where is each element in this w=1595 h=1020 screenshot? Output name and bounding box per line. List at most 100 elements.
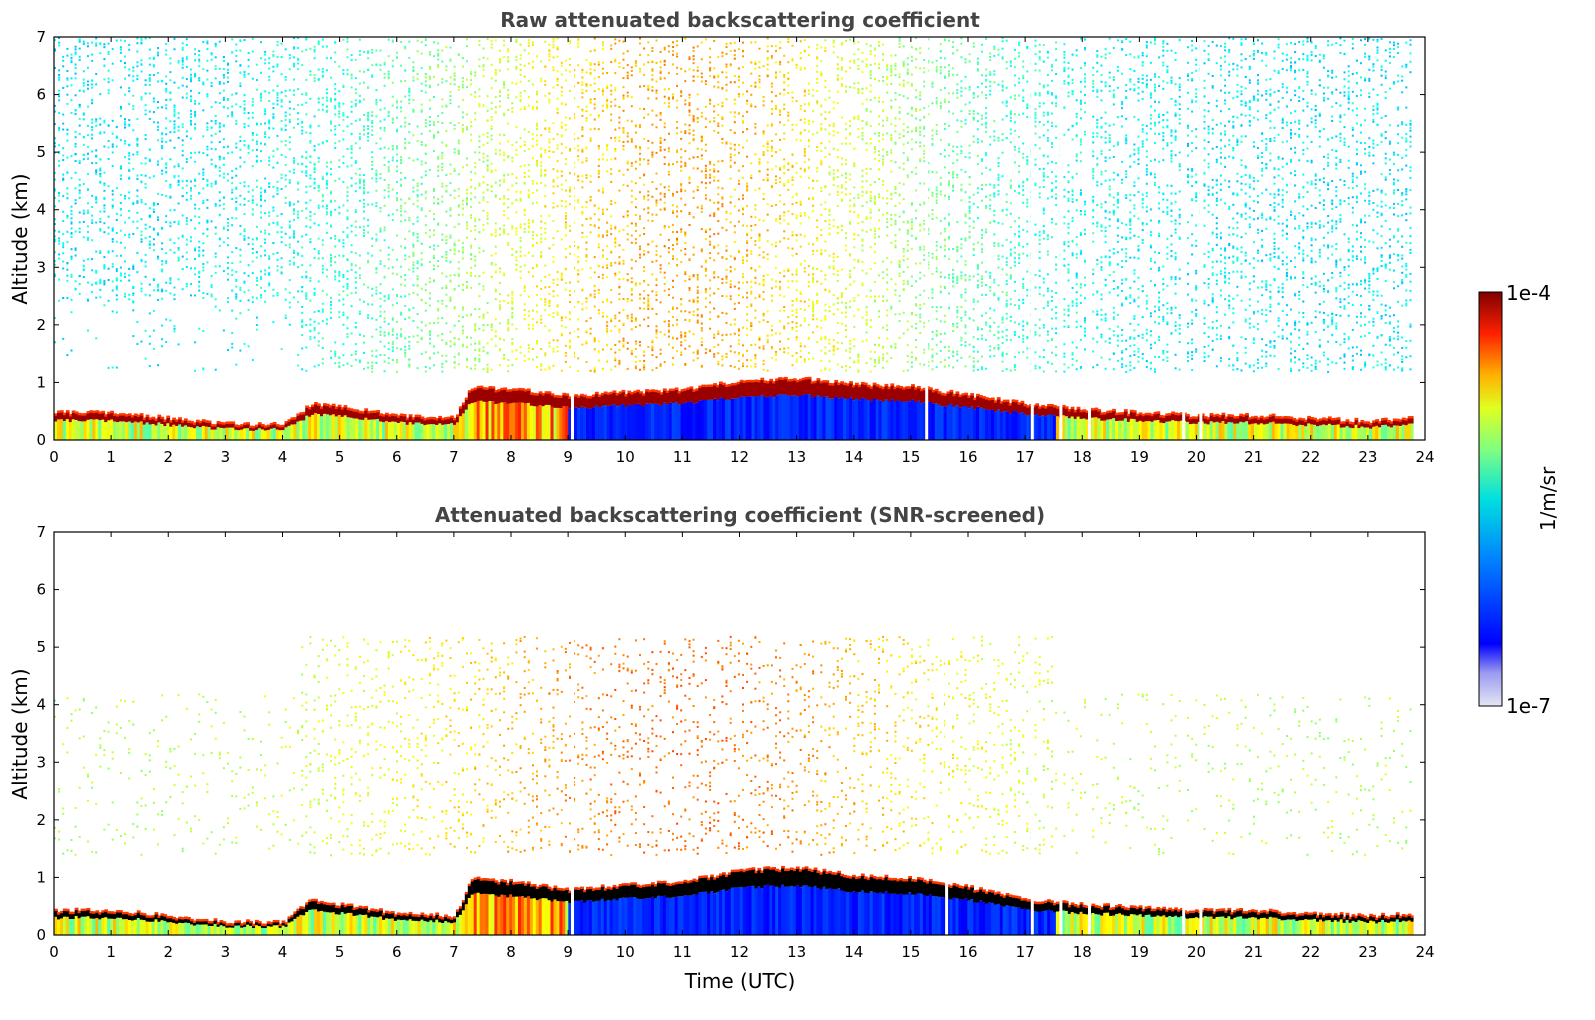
noise-speckle [552,347,555,350]
noise-speckle [647,304,650,307]
noise-speckle [569,172,571,175]
noise-speckle [78,40,81,43]
noise-speckle [416,199,419,202]
noise-speckle [457,273,460,276]
noise-speckle [564,146,567,149]
noise-speckle [486,214,489,217]
noise-speckle [70,258,73,261]
noise-speckle [470,198,473,201]
noise-speckle [144,109,147,112]
noise-speckle [148,342,151,345]
noise-speckle [577,255,580,258]
noise-speckle [91,283,94,286]
noise-speckle [585,307,588,310]
noise-speckle [461,251,464,254]
noise-speckle [408,91,411,94]
noise-speckle [560,316,563,319]
noise-speckle [548,59,551,62]
noise-speckle [404,337,407,340]
noise-speckle [437,309,440,312]
noise-speckle [684,363,687,365]
noise-speckle [284,288,287,291]
noise-speckle [478,182,481,185]
noise-speckle [132,292,135,295]
noise-speckle [672,192,674,195]
noise-speckle [334,261,337,264]
noise-speckle [618,298,621,301]
noise-speckle [503,224,506,227]
noise-speckle [107,42,110,45]
noise-speckle [581,110,584,112]
noise-speckle [82,154,85,157]
noise-speckle [428,99,431,102]
noise-speckle [185,161,188,164]
noise-speckle [206,180,209,183]
noise-speckle [313,182,316,185]
noise-speckle [243,213,246,215]
noise-speckle [288,291,291,294]
noise-speckle [643,354,646,357]
noise-speckle [507,188,510,191]
noise-speckle [494,245,497,248]
noise-speckle [227,301,229,303]
noise-speckle [573,221,576,224]
noise-speckle [647,194,650,197]
noise-speckle [614,241,617,244]
noise-speckle [136,195,139,198]
noise-speckle [651,349,654,352]
noise-speckle [342,254,345,257]
noise-speckle [350,264,353,267]
noise-speckle [478,251,481,254]
noise-speckle [317,124,320,127]
noise-speckle [552,290,555,293]
noise-speckle [428,356,431,359]
noise-speckle [663,102,666,105]
noise-speckle [284,298,287,301]
noise-speckle [284,196,287,199]
noise-speckle [573,147,576,150]
noise-speckle [367,118,370,121]
noise-speckle [593,348,596,351]
noise-speckle [412,179,415,182]
noise-speckle [441,81,444,84]
noise-speckle [313,327,316,330]
noise-speckle [231,224,234,227]
noise-speckle [507,302,510,304]
noise-speckle [206,42,209,45]
noise-speckle [165,262,168,264]
noise-speckle [367,366,370,369]
noise-speckle [391,118,394,121]
noise-speckle [243,203,246,206]
noise-speckle [486,167,489,170]
noise-speckle [202,202,205,205]
noise-speckle [334,275,337,278]
noise-speckle [103,222,106,225]
noise-speckle [313,213,316,215]
noise-speckle [87,83,89,86]
noise-speckle [536,139,538,142]
noise-speckle [58,99,61,102]
noise-speckle [218,309,221,312]
noise-speckle [342,155,345,158]
noise-speckle [321,362,324,365]
noise-speckle [482,156,485,159]
noise-speckle [87,225,89,228]
noise-speckle [412,109,415,112]
noise-speckle [523,314,526,317]
noise-speckle [379,305,382,308]
noise-speckle [235,217,238,220]
noise-speckle [692,75,695,78]
noise-speckle [466,45,468,48]
noise-speckle [610,89,613,92]
noise-speckle [597,76,600,79]
noise-speckle [466,346,468,349]
noise-speckle [597,189,600,192]
noise-speckle [589,63,592,66]
noise-speckle [74,136,77,139]
noise-speckle [461,65,464,68]
noise-speckle [437,307,440,310]
noise-speckle [408,293,411,296]
noise-speckle [696,314,699,317]
noise-speckle [177,60,180,62]
noise-speckle [309,335,312,338]
